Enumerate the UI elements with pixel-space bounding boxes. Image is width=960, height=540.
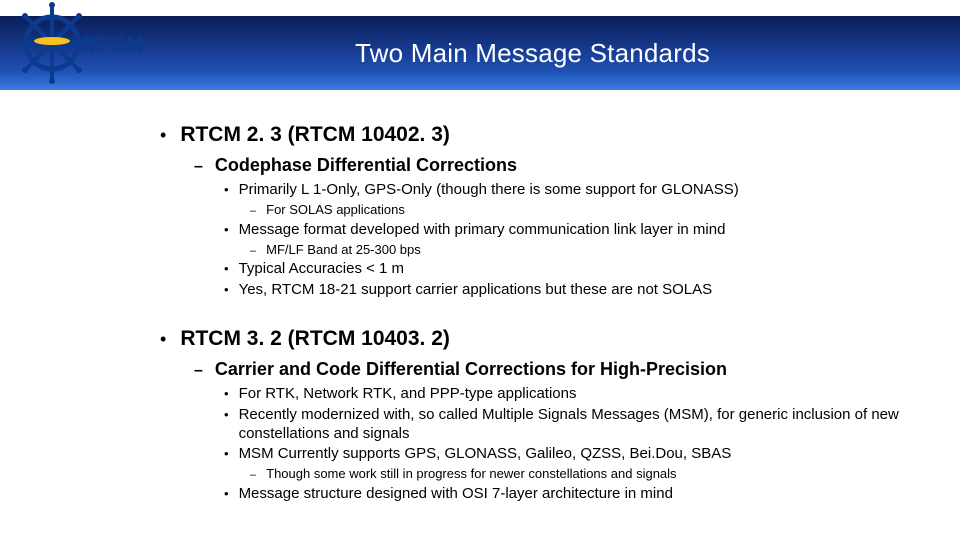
section-2-sub-1-heading: Carrier and Code Differential Correction… [215,358,727,381]
slide-body: •RTCM 2. 3 (RTCM 10402. 3) –Codephase Di… [160,122,940,518]
list-item: –MF/LF Band at 25-300 bps [250,242,940,259]
section-1-sub-1-heading: Codephase Differential Corrections [215,154,517,177]
list-item: •Recently modernized with, so called Mul… [224,406,940,444]
section-2: •RTCM 3. 2 (RTCM 10403. 2) –Carrier and … [160,326,940,504]
list-item: •Yes, RTCM 18-21 support carrier applica… [224,281,940,300]
section-1-heading: RTCM 2. 3 (RTCM 10402. 3) [180,122,450,148]
section-1-sub-1: –Codephase Differential Corrections •Pri… [194,154,940,300]
logo-text: RTCM [80,32,144,57]
ship-wheel-icon: RTCM [22,0,154,86]
section-2-heading: RTCM 3. 2 (RTCM 10403. 2) [180,326,450,352]
list-item: •Primarily L 1-Only, GPS-Only (though th… [224,181,940,219]
list-item: •Message structure designed with OSI 7-l… [224,485,940,504]
rtcm-logo: RTCM [22,0,154,86]
list-item: •Message format developed with primary c… [224,221,940,259]
list-item: –Though some work still in progress for … [250,466,940,483]
section-2-sub-1: –Carrier and Code Differential Correctio… [194,358,940,504]
list-item: •MSM Currently supports GPS, GLONASS, Ga… [224,445,940,483]
list-item: •For RTK, Network RTK, and PPP-type appl… [224,385,940,404]
slide-title: Two Main Message Standards [355,38,915,69]
section-1: •RTCM 2. 3 (RTCM 10402. 3) –Codephase Di… [160,122,940,300]
list-item: •Typical Accuracies < 1 m [224,260,940,279]
list-item: –For SOLAS applications [250,202,940,219]
